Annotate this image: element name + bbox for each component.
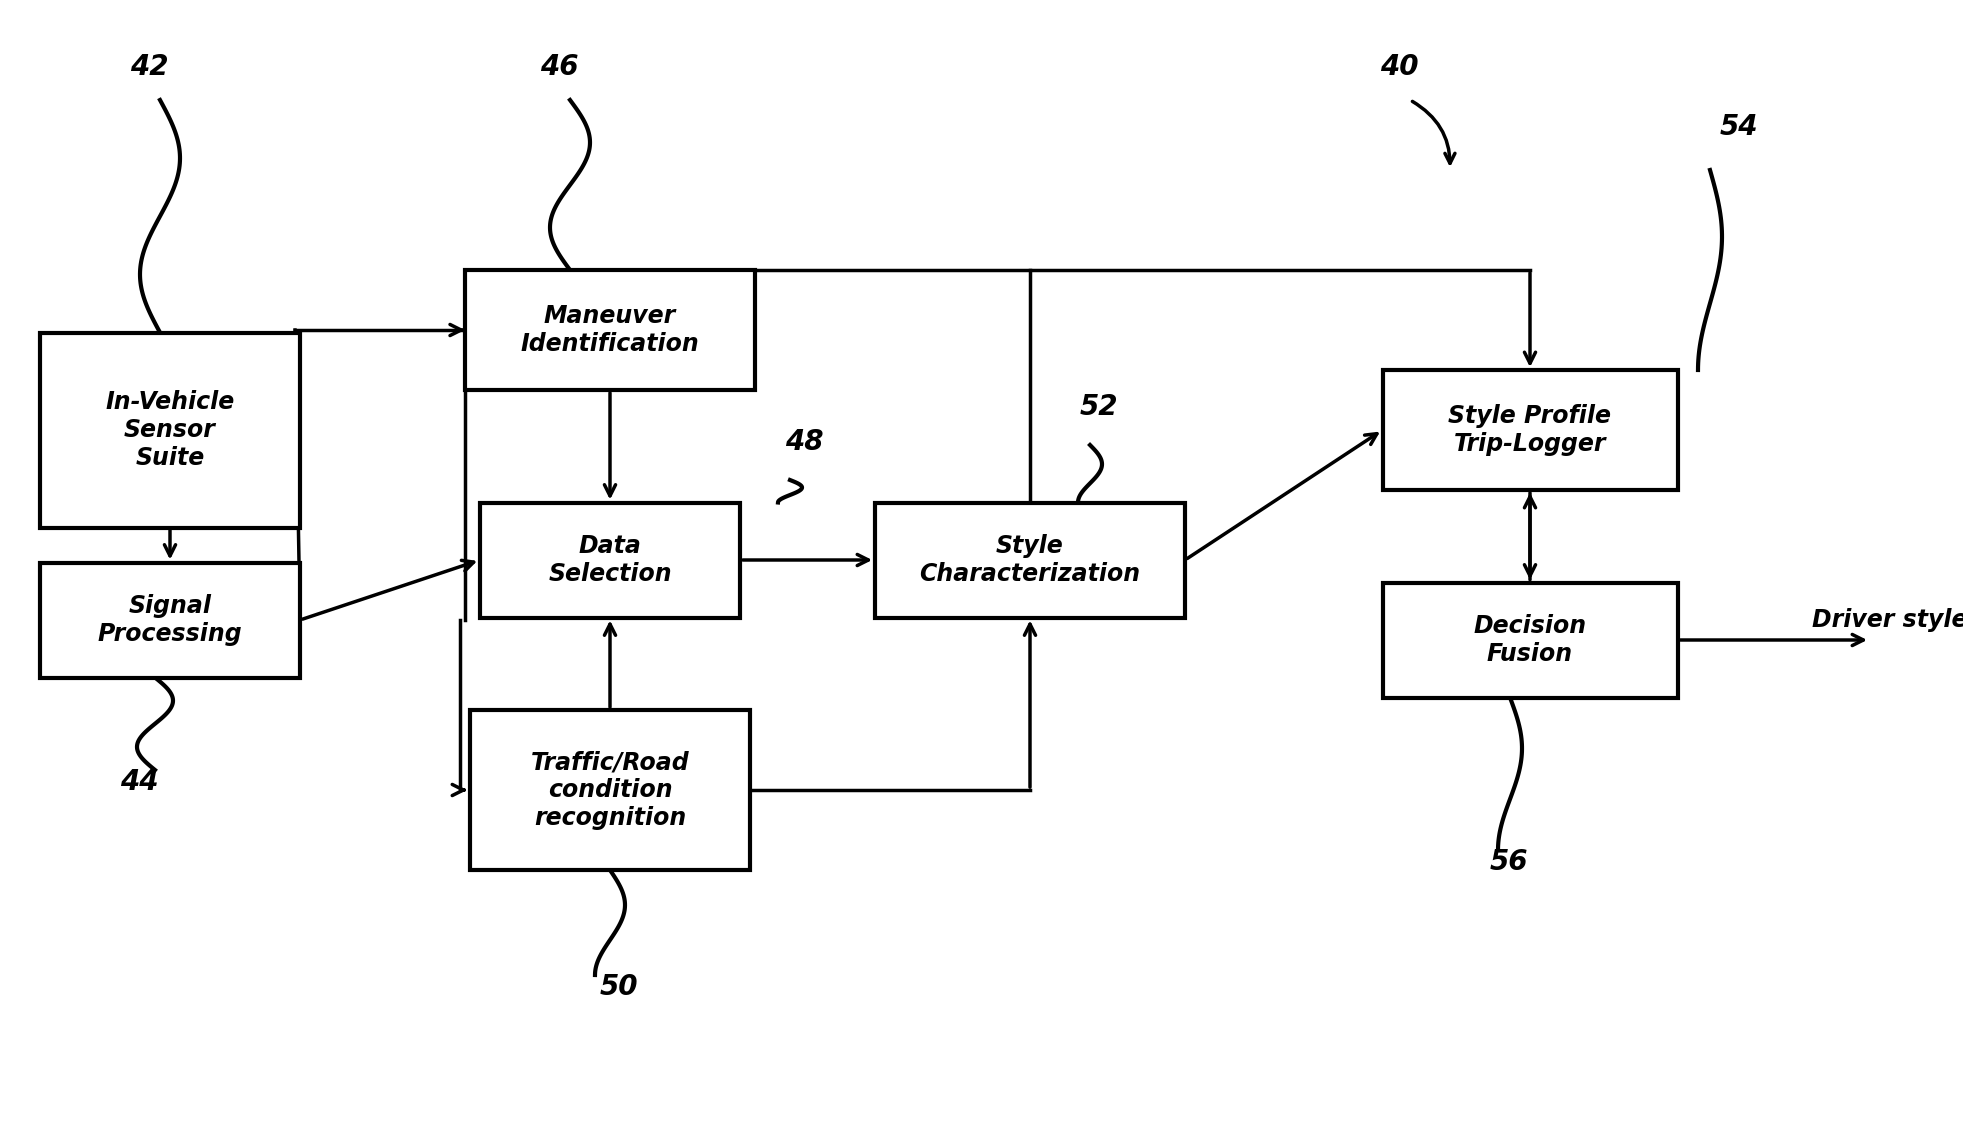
FancyBboxPatch shape bbox=[481, 502, 740, 618]
FancyBboxPatch shape bbox=[875, 502, 1186, 618]
Text: 50: 50 bbox=[601, 973, 638, 1001]
Text: Style
Characterization: Style Characterization bbox=[919, 534, 1141, 586]
Text: Decision
Fusion: Decision Fusion bbox=[1474, 614, 1586, 666]
Text: 44: 44 bbox=[120, 768, 159, 796]
Text: 52: 52 bbox=[1080, 393, 1119, 421]
FancyBboxPatch shape bbox=[39, 563, 300, 677]
Text: Traffic/Road
condition
recognition: Traffic/Road condition recognition bbox=[530, 750, 689, 830]
FancyBboxPatch shape bbox=[465, 270, 756, 390]
Text: 42: 42 bbox=[130, 53, 169, 81]
Text: Style Profile
Trip-Logger: Style Profile Trip-Logger bbox=[1449, 404, 1612, 456]
FancyBboxPatch shape bbox=[469, 710, 750, 870]
Text: 40: 40 bbox=[1380, 53, 1419, 81]
Text: 54: 54 bbox=[1720, 113, 1759, 141]
Text: 46: 46 bbox=[540, 53, 579, 81]
FancyBboxPatch shape bbox=[1382, 370, 1678, 490]
Text: In-Vehicle
Sensor
Suite: In-Vehicle Sensor Suite bbox=[106, 390, 236, 470]
Text: 48: 48 bbox=[785, 428, 824, 456]
Text: Maneuver
Identification: Maneuver Identification bbox=[520, 304, 699, 355]
Text: Data
Selection: Data Selection bbox=[548, 534, 671, 586]
Text: Signal
Processing: Signal Processing bbox=[98, 594, 241, 646]
Text: Driver style: Driver style bbox=[1812, 608, 1963, 632]
Text: 56: 56 bbox=[1490, 847, 1529, 876]
FancyBboxPatch shape bbox=[1382, 583, 1678, 697]
FancyBboxPatch shape bbox=[39, 333, 300, 528]
